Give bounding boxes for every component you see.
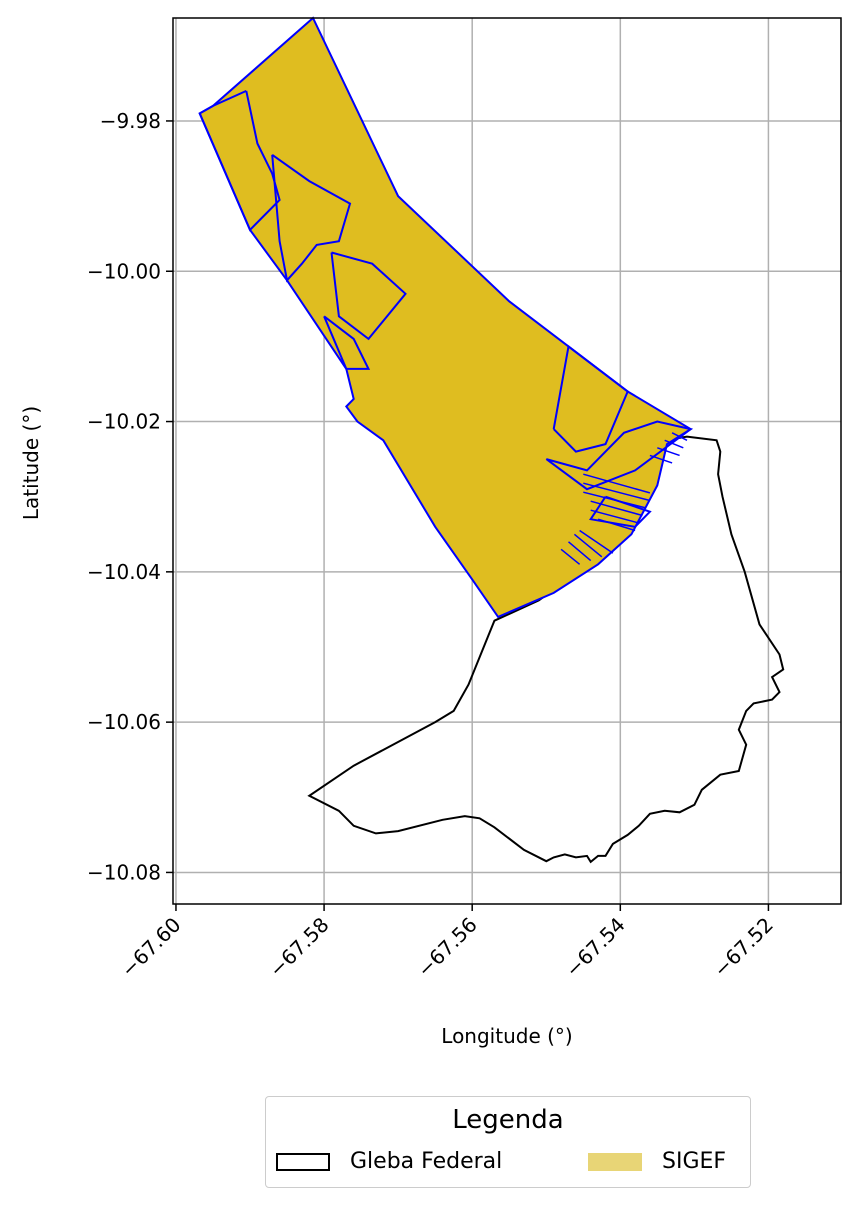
sigef-strip-8 <box>568 541 592 562</box>
legend: Legenda Gleba Federal SIGEF <box>265 1096 751 1188</box>
sigef-strip-0 <box>583 473 651 494</box>
sigef-strip-1 <box>583 482 651 502</box>
y-tick-label-5: −10.08 <box>87 860 161 884</box>
x-tick-label-2: −67.56 <box>412 913 481 982</box>
sigef-parcel-0 <box>198 89 281 232</box>
sigef-strip-13 <box>649 454 673 464</box>
x-tick-label-1: −67.58 <box>264 913 333 982</box>
x-tick-label-3: −67.54 <box>561 913 630 982</box>
sigef-layer <box>198 16 694 619</box>
y-axis-title: Latitude (°) <box>19 406 43 520</box>
legend-label-gleba: Gleba Federal <box>350 1149 503 1174</box>
legend-title: Legenda <box>452 1105 564 1135</box>
sigef-strip-10 <box>671 432 688 441</box>
legend-entry-sigef: SIGEF <box>588 1149 726 1174</box>
sigef-strip-9 <box>560 548 581 565</box>
sigef-parcel-1 <box>271 153 352 283</box>
legend-entry-gleba: Gleba Federal <box>276 1149 502 1174</box>
y-tick-label-3: −10.04 <box>87 560 161 584</box>
y-tick-label-1: −10.00 <box>87 259 161 283</box>
sigef-strip-5 <box>597 518 636 532</box>
y-tick-label-2: −10.02 <box>87 410 161 434</box>
sigef-strip-6 <box>579 529 614 554</box>
sigef-parcel-4 <box>552 344 629 453</box>
sigef-swatch <box>588 1152 642 1171</box>
sigef-strip-4 <box>590 509 639 524</box>
x-axis-title: Longitude (°) <box>441 1024 572 1048</box>
sigef-parcel-2 <box>330 251 407 341</box>
sigef-parcel-3 <box>323 315 371 370</box>
gleba-swatch <box>276 1152 330 1171</box>
gleba-federal-boundary <box>307 435 785 864</box>
sigef-strip-2 <box>583 491 647 509</box>
sigef-strip-12 <box>657 447 680 457</box>
plot-frame <box>172 17 842 905</box>
sigef-outer-parcel <box>198 16 693 619</box>
x-tick-label-4: −67.52 <box>709 913 778 982</box>
sigef-strip-3 <box>590 500 643 517</box>
legend-label-sigef: SIGEF <box>662 1149 727 1174</box>
sigef-strip-7 <box>573 533 603 558</box>
gleba-federal-layer <box>307 435 785 864</box>
x-tick-label-0: −67.60 <box>116 913 185 982</box>
y-tick-label-4: −10.06 <box>87 710 161 734</box>
y-tick-label-0: −9.98 <box>100 109 161 133</box>
sigef-strip-11 <box>664 439 684 449</box>
